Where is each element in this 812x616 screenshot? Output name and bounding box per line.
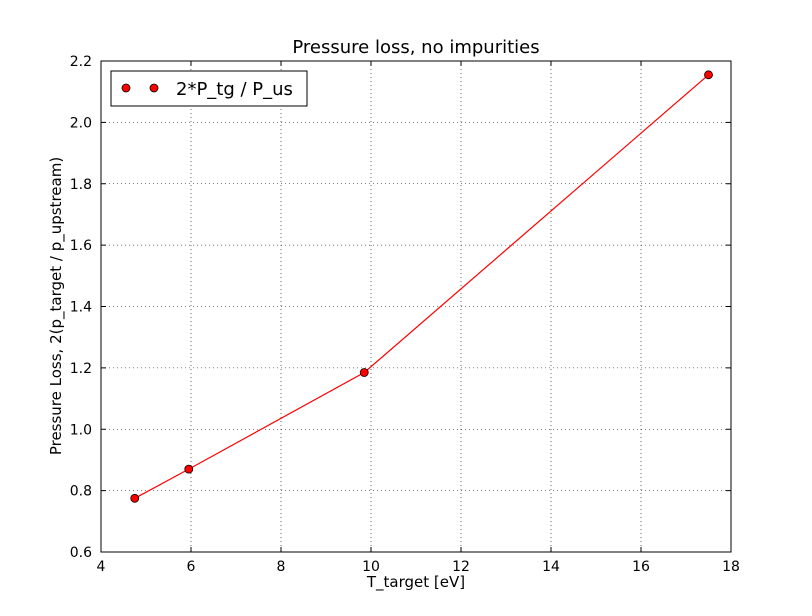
y-tick-label: 0.6: [70, 545, 92, 561]
y-tick-label: 2.0: [70, 115, 92, 131]
y-axis-label: Pressure Loss, 2(p_target / p_upstream): [47, 157, 66, 455]
y-tick-label: 0.8: [70, 484, 92, 500]
data-point: [130, 493, 140, 503]
y-tick-label: 2.2: [70, 54, 92, 70]
legend-box: [110, 70, 308, 107]
legend: 2*P_tg / P_us: [110, 70, 308, 107]
axis-ticks: 4 6 8 10 12 14 16 18 0.6 0.8 1.0 1.2 1.4 1.6 1.8 2.0 2.2: [70, 54, 740, 575]
x-tick-label: 12: [452, 559, 470, 575]
data-point: [359, 368, 369, 377]
data-point: [184, 464, 194, 474]
y-tick-label: 1.4: [70, 300, 92, 316]
x-tick-label: 6: [187, 559, 196, 575]
x-tick-label: 18: [722, 559, 740, 575]
x-tick-label: 4: [97, 559, 106, 575]
chart-title: Pressure loss, no impurities: [292, 37, 539, 58]
y-tick-label: 1.6: [70, 238, 92, 254]
x-tick-label: 8: [277, 559, 286, 575]
plot-background: [101, 61, 731, 552]
x-axis-label: T_target [eV]: [366, 573, 465, 592]
x-tick-label: 16: [632, 559, 650, 575]
series-layer: [130, 70, 713, 503]
series-line: [134, 74, 709, 499]
x-tick-label: 14: [542, 559, 560, 575]
y-tick-label: 1.0: [70, 422, 92, 438]
legend-marker: [121, 83, 131, 93]
y-tick-label: 1.8: [70, 177, 92, 193]
legend-marker: [149, 83, 159, 93]
y-tick-label: 1.2: [70, 361, 92, 377]
x-tick-label: 10: [362, 559, 380, 575]
legend-label: 2*P_tg / P_us: [176, 79, 293, 100]
data-point: [704, 70, 713, 80]
